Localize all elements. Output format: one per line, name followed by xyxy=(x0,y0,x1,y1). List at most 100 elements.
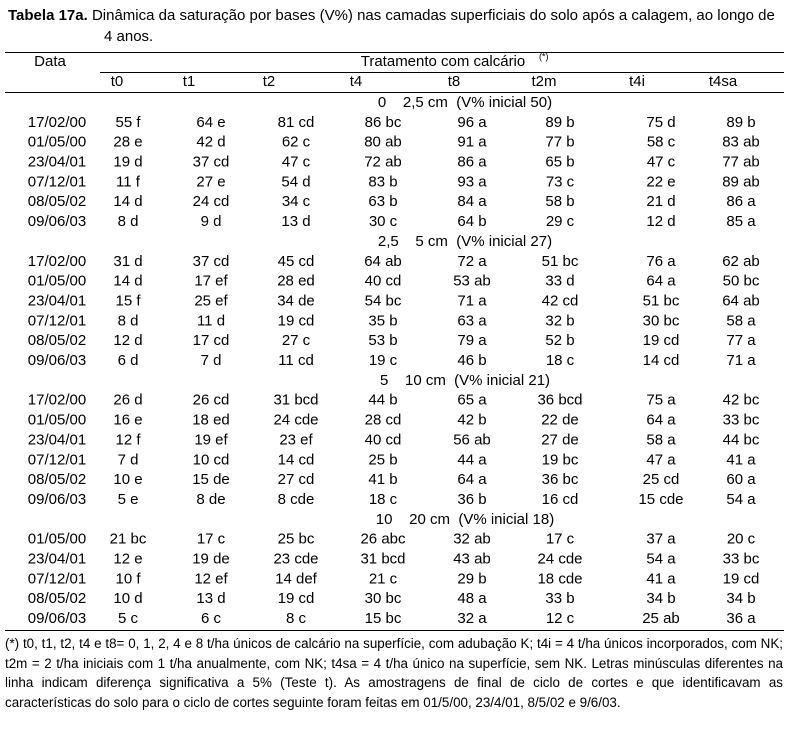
value-cell: 14 def xyxy=(275,570,318,587)
value-cell: 19 cd xyxy=(278,312,315,329)
value-cell: 8 d xyxy=(118,312,139,329)
value-cell: 35 b xyxy=(368,312,397,329)
value-cell: 64 a xyxy=(646,412,676,429)
value-cell: 58 b xyxy=(545,193,574,210)
date-cell: 23/04/01 xyxy=(28,154,86,171)
value-cell: 20 c xyxy=(727,531,756,548)
value-cell: 12 d xyxy=(646,213,675,230)
value-cell: 18 c xyxy=(546,352,575,369)
value-cell: 14 cd xyxy=(643,352,680,369)
value-cell: 17 cd xyxy=(193,332,230,349)
value-cell: 10 cd xyxy=(193,451,230,468)
value-cell: 83 ab xyxy=(722,134,760,151)
value-cell: 48 a xyxy=(457,590,487,607)
value-cell: 12 e xyxy=(113,551,142,568)
value-cell: 17 c xyxy=(546,531,575,548)
value-cell: 60 a xyxy=(726,471,756,488)
value-cell: 15 bc xyxy=(365,610,402,627)
value-cell: 77 a xyxy=(726,332,756,349)
value-cell: 53 ab xyxy=(453,273,491,290)
value-cell: 19 de xyxy=(192,551,230,568)
value-cell: 12 d xyxy=(113,332,142,349)
value-cell: 16 e xyxy=(113,412,142,429)
title-label: Tabela 17a. xyxy=(8,7,88,24)
value-cell: 34 b xyxy=(646,590,675,607)
value-cell: 84 a xyxy=(457,193,487,210)
value-cell: 33 bc xyxy=(723,412,760,429)
value-cell: 77 b xyxy=(545,134,574,151)
date-cell: 08/05/02 xyxy=(28,332,86,349)
value-cell: 33 bc xyxy=(723,551,760,568)
date-cell: 17/02/00 xyxy=(28,114,86,131)
value-cell: 52 b xyxy=(545,332,574,349)
section-header: 10 20 cm (V% inicial 18) xyxy=(376,511,554,528)
value-cell: 42 d xyxy=(196,134,225,151)
date-cell: 09/06/03 xyxy=(28,213,86,230)
value-cell: 36 bc xyxy=(542,471,579,488)
date-cell: 17/02/00 xyxy=(28,253,86,270)
value-cell: 5 e xyxy=(118,491,139,508)
value-cell: 34 b xyxy=(726,590,755,607)
value-cell: 40 cd xyxy=(365,431,402,448)
date-cell: 23/04/01 xyxy=(28,551,86,568)
value-cell: 17 c xyxy=(197,531,226,548)
value-cell: 73 c xyxy=(546,173,575,190)
date-cell: 09/06/03 xyxy=(28,352,86,369)
value-cell: 64 a xyxy=(646,273,676,290)
value-cell: 21 d xyxy=(646,193,675,210)
value-cell: 23 cde xyxy=(273,551,318,568)
value-cell: 9 d xyxy=(201,213,222,230)
value-cell: 13 d xyxy=(196,590,225,607)
value-cell: 11 cd xyxy=(278,352,314,369)
value-cell: 62 c xyxy=(282,134,311,151)
value-cell: 25 ab xyxy=(642,610,680,627)
value-cell: 31 bcd xyxy=(360,551,405,568)
date-cell: 23/04/01 xyxy=(28,431,86,448)
value-cell: 8 d xyxy=(118,213,139,230)
column-header: t4 xyxy=(350,73,363,90)
value-cell: 64 a xyxy=(457,471,487,488)
value-cell: 75 a xyxy=(646,392,676,409)
date-cell: 08/05/02 xyxy=(28,590,86,607)
value-cell: 13 d xyxy=(281,213,310,230)
date-cell: 01/05/00 xyxy=(28,134,86,151)
value-cell: 72 ab xyxy=(364,154,402,171)
value-cell: 23 ef xyxy=(279,431,313,448)
value-cell: 75 d xyxy=(646,114,675,131)
value-cell: 18 c xyxy=(369,491,398,508)
value-cell: 19 cd xyxy=(278,590,315,607)
value-cell: 79 a xyxy=(457,332,487,349)
value-cell: 54 a xyxy=(726,491,756,508)
value-cell: 27 c xyxy=(282,332,311,349)
value-cell: 33 d xyxy=(545,273,574,290)
value-cell: 21 bc xyxy=(110,531,147,548)
value-cell: 28 cd xyxy=(365,412,402,429)
value-cell: 26 abc xyxy=(360,531,406,548)
value-cell: 17 ef xyxy=(194,273,228,290)
value-cell: 41 a xyxy=(646,570,676,587)
value-cell: 10 d xyxy=(113,590,142,607)
value-cell: 19 d xyxy=(113,154,142,171)
value-cell: 86 a xyxy=(726,193,756,210)
value-cell: 63 a xyxy=(457,312,487,329)
date-header: Data xyxy=(34,53,66,70)
value-cell: 65 b xyxy=(545,154,574,171)
value-cell: 25 b xyxy=(368,451,397,468)
value-cell: 19 c xyxy=(369,352,398,369)
value-cell: 32 b xyxy=(545,312,574,329)
value-cell: 18 ed xyxy=(192,412,230,429)
value-cell: 86 a xyxy=(457,154,487,171)
value-cell: 11 f xyxy=(116,173,141,190)
value-cell: 64 ab xyxy=(364,253,402,270)
value-cell: 77 ab xyxy=(722,154,760,171)
value-cell: 12 f xyxy=(115,431,141,448)
value-cell: 93 a xyxy=(457,173,487,190)
value-cell: 10 e xyxy=(113,471,142,488)
table-title: Tabela 17a. Dinâmica da saturação por ba… xyxy=(8,5,786,47)
value-cell: 37 cd xyxy=(193,154,230,171)
value-cell: 56 ab xyxy=(453,431,491,448)
value-cell: 15 de xyxy=(192,471,230,488)
value-cell: 14 d xyxy=(113,273,142,290)
date-cell: 07/12/01 xyxy=(28,451,86,468)
